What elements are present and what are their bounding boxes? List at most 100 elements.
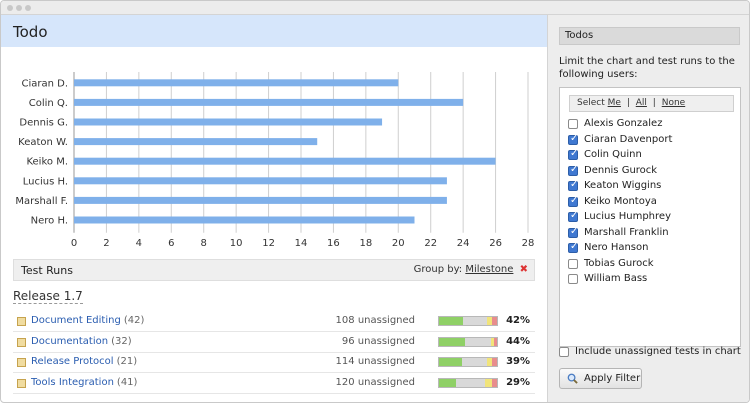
group-by-label: Group by: xyxy=(413,264,463,275)
test-run-row: Release Protocol (21) 114 unassigned 39% xyxy=(13,353,535,373)
user-checkbox[interactable] xyxy=(568,274,578,284)
progress-segment xyxy=(491,337,495,346)
select-separator: | xyxy=(652,98,656,108)
test-run-icon xyxy=(17,358,26,367)
user-name: Keaton Wiggins xyxy=(584,180,662,191)
y-category-label: Nero H. xyxy=(31,216,68,227)
window-close-dot[interactable] xyxy=(7,5,13,11)
user-checkbox[interactable] xyxy=(568,119,578,129)
test-run-unassigned: 108 unassigned xyxy=(335,315,415,326)
test-run-icon xyxy=(17,337,26,347)
clear-grouping-icon[interactable]: ✖ xyxy=(519,264,528,275)
user-filter-box: Select Me | All | None Alexis Gonzalez Ci… xyxy=(559,87,741,347)
x-tick-label: 12 xyxy=(262,238,275,249)
user-name: Nero Hanson xyxy=(584,242,649,253)
user-checkbox[interactable] xyxy=(568,164,578,176)
chart-bar[interactable] xyxy=(74,79,399,87)
select-all-link[interactable]: All xyxy=(635,98,647,108)
sidebar-title: Todos xyxy=(565,30,594,41)
user-checkbox[interactable] xyxy=(568,133,578,145)
x-tick-label: 6 xyxy=(168,238,174,249)
progress-segment xyxy=(492,317,497,325)
sidebar: Todos Limit the chart and test runs to t… xyxy=(547,15,749,402)
test-run-unassigned: 120 unassigned xyxy=(335,376,415,388)
user-name: William Bass xyxy=(584,273,648,284)
test-run-percent: 44% xyxy=(506,335,530,347)
release-heading[interactable]: Release 1.7 xyxy=(13,289,83,304)
y-category-label: Ciaran D. xyxy=(21,78,68,89)
user-name: Marshall Franklin xyxy=(584,226,669,238)
y-category-label: Keiko M. xyxy=(26,157,68,168)
test-run-link[interactable]: Document Editing (42) xyxy=(31,315,144,326)
user-name: Dennis Gurock xyxy=(584,164,658,176)
test-run-percent: 42% xyxy=(506,315,530,326)
progress-segment xyxy=(486,358,493,366)
progress-segment xyxy=(439,317,464,325)
user-checkbox[interactable] xyxy=(568,210,578,222)
test-run-unassigned: 96 unassigned xyxy=(341,335,415,347)
test-run-link[interactable]: Release Protocol (21) xyxy=(31,356,137,367)
user-name: Ciaran Davenport xyxy=(584,133,673,145)
y-category-label: Dennis G. xyxy=(19,118,68,129)
user-checkbox[interactable] xyxy=(568,241,578,253)
apply-filter-label: Apply Filter xyxy=(584,373,641,384)
user-checkbox[interactable] xyxy=(568,195,578,207)
test-run-icon xyxy=(17,317,26,326)
apply-filter-button[interactable]: Apply Filter xyxy=(559,368,642,389)
user-checkbox[interactable] xyxy=(568,148,578,160)
chart-bar[interactable] xyxy=(74,157,496,165)
progress-segment xyxy=(485,378,493,387)
progress-segment xyxy=(492,358,497,366)
x-tick-label: 4 xyxy=(136,238,142,249)
window-zoom-dot[interactable] xyxy=(25,5,31,11)
test-run-progress-bar xyxy=(438,377,498,388)
chart-bar[interactable] xyxy=(74,177,447,185)
x-tick-label: 20 xyxy=(392,238,405,249)
x-tick-label: 10 xyxy=(230,238,243,249)
test-run-link[interactable]: Tools Integration (41) xyxy=(31,377,137,388)
progress-segment xyxy=(455,378,486,387)
select-none-link[interactable]: None xyxy=(661,98,686,108)
test-run-row: Documentation (32) 96 unassigned 44% xyxy=(13,333,535,353)
user-checkbox[interactable] xyxy=(568,226,578,238)
include-unassigned-checkbox[interactable] xyxy=(559,347,569,357)
chart-bar[interactable] xyxy=(74,216,415,224)
progress-segment xyxy=(486,317,493,325)
chart-bar[interactable] xyxy=(74,138,318,146)
select-me-link[interactable]: Me xyxy=(607,98,621,108)
select-separator: | xyxy=(626,98,630,108)
x-tick-label: 18 xyxy=(359,238,372,249)
user-checkbox[interactable] xyxy=(568,179,578,191)
test-run-row: Document Editing (42) 108 unassigned 42% xyxy=(13,312,535,332)
main-content: Todo 0 2 4 6 8 10 12 14 16 18 20 22 24 26 28 Ciaran D. C… xyxy=(1,15,547,402)
test-run-count: (41) xyxy=(116,376,138,388)
chart-bar[interactable] xyxy=(74,98,464,106)
y-category-label: Keaton W. xyxy=(18,137,68,148)
x-tick-label: 22 xyxy=(424,238,437,249)
progress-segment xyxy=(463,317,487,325)
user-checkbox[interactable] xyxy=(568,258,578,269)
test-run-count: (32) xyxy=(111,335,132,347)
test-run-link[interactable]: Documentation (32) xyxy=(31,336,132,347)
select-label: Select xyxy=(577,98,605,108)
x-tick-label: 28 xyxy=(522,238,535,249)
user-name: Alexis Gonzalez xyxy=(584,118,663,129)
progress-segment xyxy=(461,358,487,366)
progress-segment xyxy=(439,358,462,366)
user-name: Lucius Humphrey xyxy=(584,211,671,222)
group-by-milestone-link[interactable]: Milestone xyxy=(465,264,514,275)
chart-bar[interactable] xyxy=(74,118,383,126)
page-header: Todo xyxy=(1,15,547,47)
test-run-row: Tools Integration (41) 120 unassigned 29% xyxy=(13,374,535,394)
y-category-label: Colin Q. xyxy=(29,98,68,109)
select-bar: Select Me | All | None xyxy=(569,95,734,112)
test-run-icon xyxy=(17,378,26,388)
window-minimize-dot[interactable] xyxy=(16,5,22,11)
progress-segment xyxy=(492,378,497,387)
chart-bar[interactable] xyxy=(74,196,447,204)
y-category-label: Lucius H. xyxy=(23,176,68,187)
test-run-name: Release Protocol xyxy=(31,356,114,367)
test-run-percent: 29% xyxy=(506,376,530,388)
